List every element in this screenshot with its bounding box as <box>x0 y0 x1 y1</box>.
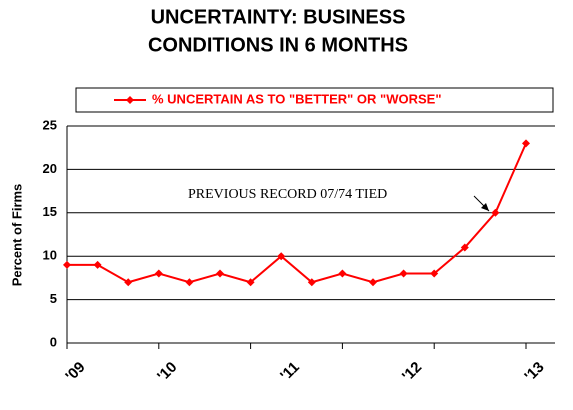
x-tick-label: '11 <box>277 359 303 385</box>
y-tick-label: 25 <box>43 117 57 132</box>
x-tick-label: '12 <box>399 359 425 385</box>
data-point <box>369 278 377 287</box>
data-point <box>185 278 194 287</box>
annotation: PREVIOUS RECORD 07/74 TIED <box>188 187 387 202</box>
x-tick-label: '13 <box>521 359 547 385</box>
legend-box <box>75 87 554 113</box>
y-tick-label: 10 <box>43 248 57 263</box>
legend-label: % UNCERTAIN AS TO "BETTER" OR "WORSE" <box>152 91 441 106</box>
data-point <box>246 278 255 287</box>
y-tick-label: 20 <box>43 161 57 176</box>
data-point <box>63 260 71 269</box>
data-point <box>491 208 500 217</box>
data-point <box>460 243 469 252</box>
data-point <box>124 278 133 287</box>
x-tick-label: '10 <box>154 359 180 385</box>
data-point <box>307 278 316 287</box>
chart-title: UNCERTAINTY: BUSINESS <box>151 6 406 28</box>
chart-title: CONDITIONS IN 6 MONTHS <box>148 34 408 56</box>
data-point <box>399 269 408 278</box>
y-axis-label: Percent of Firms <box>9 184 24 287</box>
data-point <box>277 252 286 261</box>
data-point <box>338 269 347 278</box>
y-tick-label: 5 <box>50 291 57 306</box>
data-point <box>216 269 224 278</box>
series-line <box>67 142 527 284</box>
legend-marker <box>126 96 134 104</box>
x-tick-label: '09 <box>62 359 88 385</box>
annotation-arrowhead <box>481 203 489 211</box>
data-point <box>154 269 163 278</box>
data-point <box>430 269 439 278</box>
y-tick-label: 15 <box>43 204 57 219</box>
data-point <box>93 260 102 269</box>
y-tick-label: 0 <box>50 334 57 349</box>
data-point <box>522 139 530 148</box>
